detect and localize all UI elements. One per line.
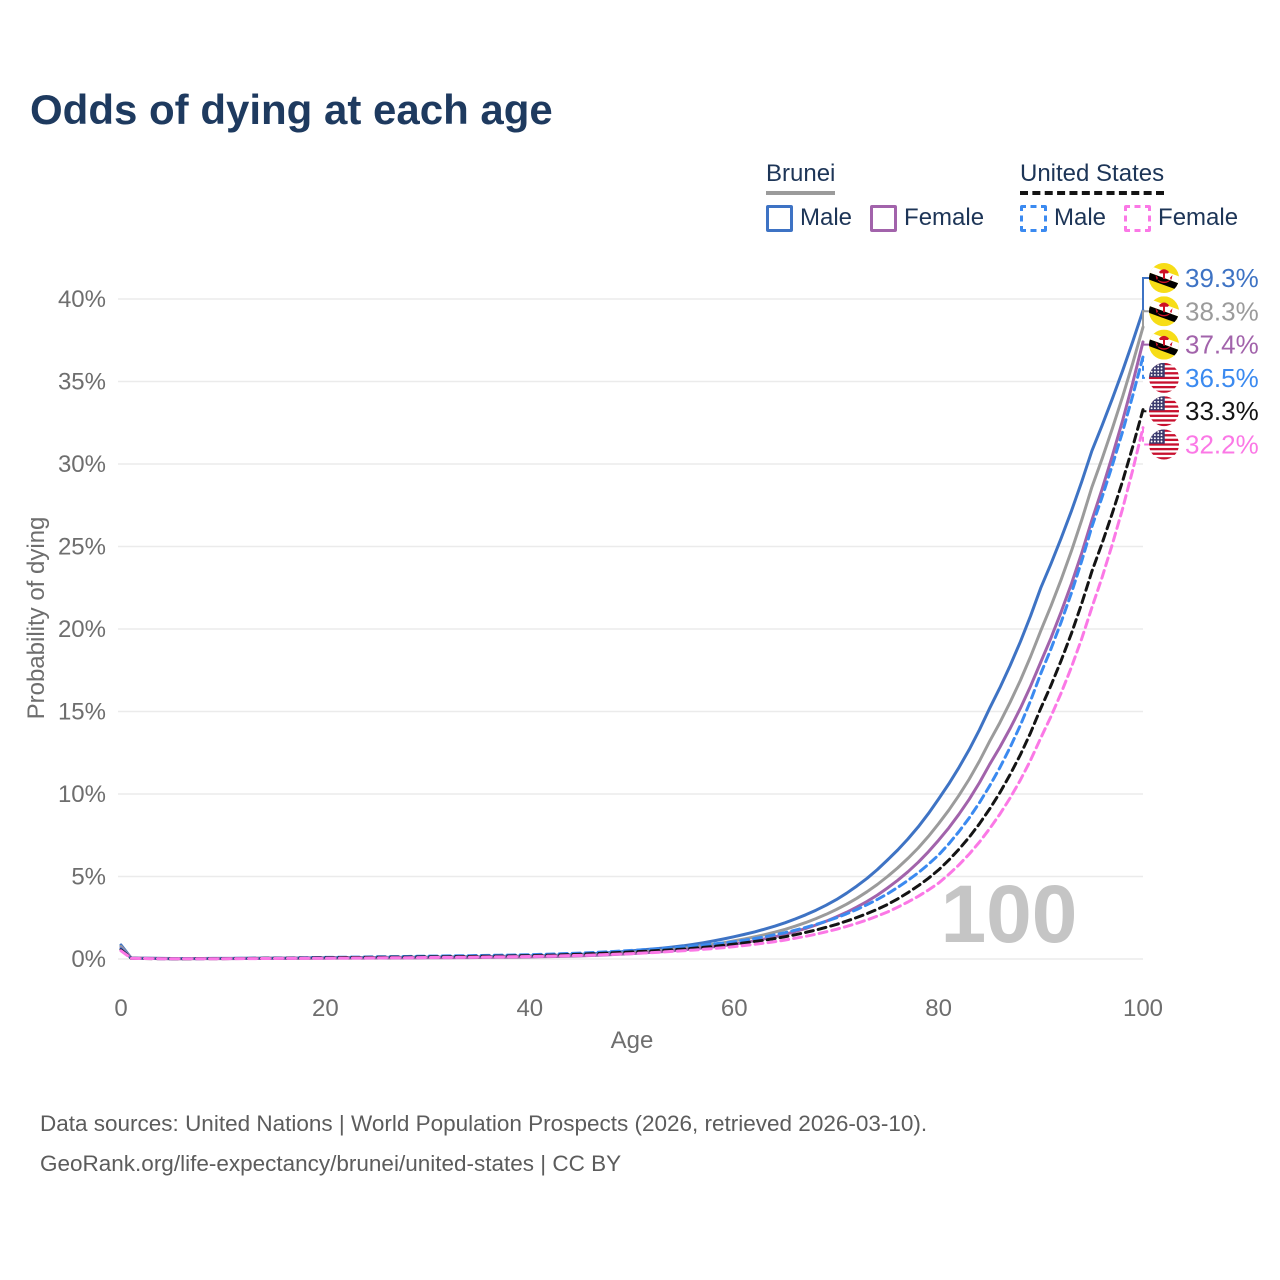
flag-us-icon	[1149, 362, 1179, 393]
y-tick-label: 5%	[71, 864, 106, 891]
leader-line-brunei-female	[1142, 341, 1149, 346]
end-value-label-brunei-male: 39.3%	[1185, 263, 1259, 293]
end-value-label-brunei-both: 38.3%	[1185, 296, 1259, 326]
leader-line-brunei-male	[1142, 277, 1149, 311]
brunei-male-swatch-icon	[766, 204, 793, 232]
flag-us-icon	[1149, 429, 1179, 460]
y-tick-label: 35%	[58, 369, 106, 396]
us-male-swatch-icon	[1020, 204, 1047, 232]
y-tick-label: 15%	[58, 699, 106, 726]
flag-brunei-icon	[1149, 263, 1179, 293]
legend-label: Male	[1054, 204, 1107, 231]
page-title: Odds of dying at each age	[30, 86, 553, 133]
y-tick-label: 30%	[58, 451, 106, 478]
flag-brunei-icon	[1149, 329, 1179, 360]
y-tick-label: 40%	[58, 286, 106, 313]
y-tick-label: 10%	[58, 781, 106, 808]
leader-line-us-male	[1142, 356, 1149, 379]
legend-group-brunei: Brunei Male Female	[766, 160, 984, 232]
y-tick-label: 0%	[71, 946, 106, 973]
legend-item-brunei-male[interactable]: Male	[766, 204, 852, 232]
series-line-brunei-both[interactable]	[119, 325, 1145, 961]
legend-item-us-female[interactable]: Female	[1124, 204, 1238, 232]
series-line-brunei-male[interactable]	[119, 309, 1145, 960]
footer: Data sources: United Nations | World Pop…	[40, 1104, 1250, 1184]
leader-line-us-both	[1142, 409, 1149, 413]
x-axis-title: Age	[611, 1027, 654, 1054]
end-value-label-us-male: 36.5%	[1185, 363, 1259, 393]
x-tick-label: 80	[925, 995, 952, 1022]
footer-data-sources: Data sources: United Nations | World Pop…	[40, 1111, 928, 1136]
y-axis-title: Probability of dying	[23, 517, 50, 720]
x-tick-label: 40	[516, 995, 543, 1022]
legend-country-united-states[interactable]: United States	[1020, 160, 1165, 195]
y-tick-label: 25%	[58, 534, 106, 561]
x-tick-label: 0	[114, 995, 127, 1022]
end-value-label-brunei-female: 37.4%	[1185, 330, 1259, 360]
series-line-brunei-female[interactable]	[119, 340, 1145, 961]
legend-label: Male	[800, 204, 853, 231]
legend-item-us-male[interactable]: Male	[1020, 204, 1106, 232]
end-value-label-us-female: 32.2%	[1185, 430, 1259, 460]
end-value-label-us-both: 33.3%	[1185, 396, 1259, 426]
flag-brunei-icon	[1149, 296, 1179, 327]
leader-line-brunei-both	[1142, 310, 1149, 328]
hover-age-watermark: 100	[941, 869, 1078, 960]
us-female-swatch-icon	[1124, 204, 1152, 232]
legend-country-brunei[interactable]: Brunei	[766, 160, 836, 195]
x-tick-label: 20	[312, 995, 339, 1022]
footer-attribution: GeoRank.org/life-expectancy/brunei/unite…	[40, 1151, 622, 1176]
series-line-us-female[interactable]	[119, 426, 1145, 961]
legend-group-united-states: United States Male Female	[1020, 160, 1238, 232]
y-tick-label: 20%	[58, 616, 106, 643]
legend-label: Female	[904, 204, 985, 231]
chart-plot[interactable]: 0% 5% 10% 15% 20% 25% 30% 35% 40% 0 20 40 60 80 100 Age…	[0, 0, 1280, 1080]
leader-line-us-female	[1142, 427, 1149, 446]
x-tick-label: 60	[721, 995, 748, 1022]
legend-label: Female	[1158, 204, 1239, 231]
legend-item-brunei-female[interactable]: Female	[870, 204, 984, 232]
flag-us-icon	[1149, 396, 1179, 427]
x-tick-label: 100	[1123, 995, 1163, 1022]
brunei-female-swatch-icon	[870, 204, 898, 232]
